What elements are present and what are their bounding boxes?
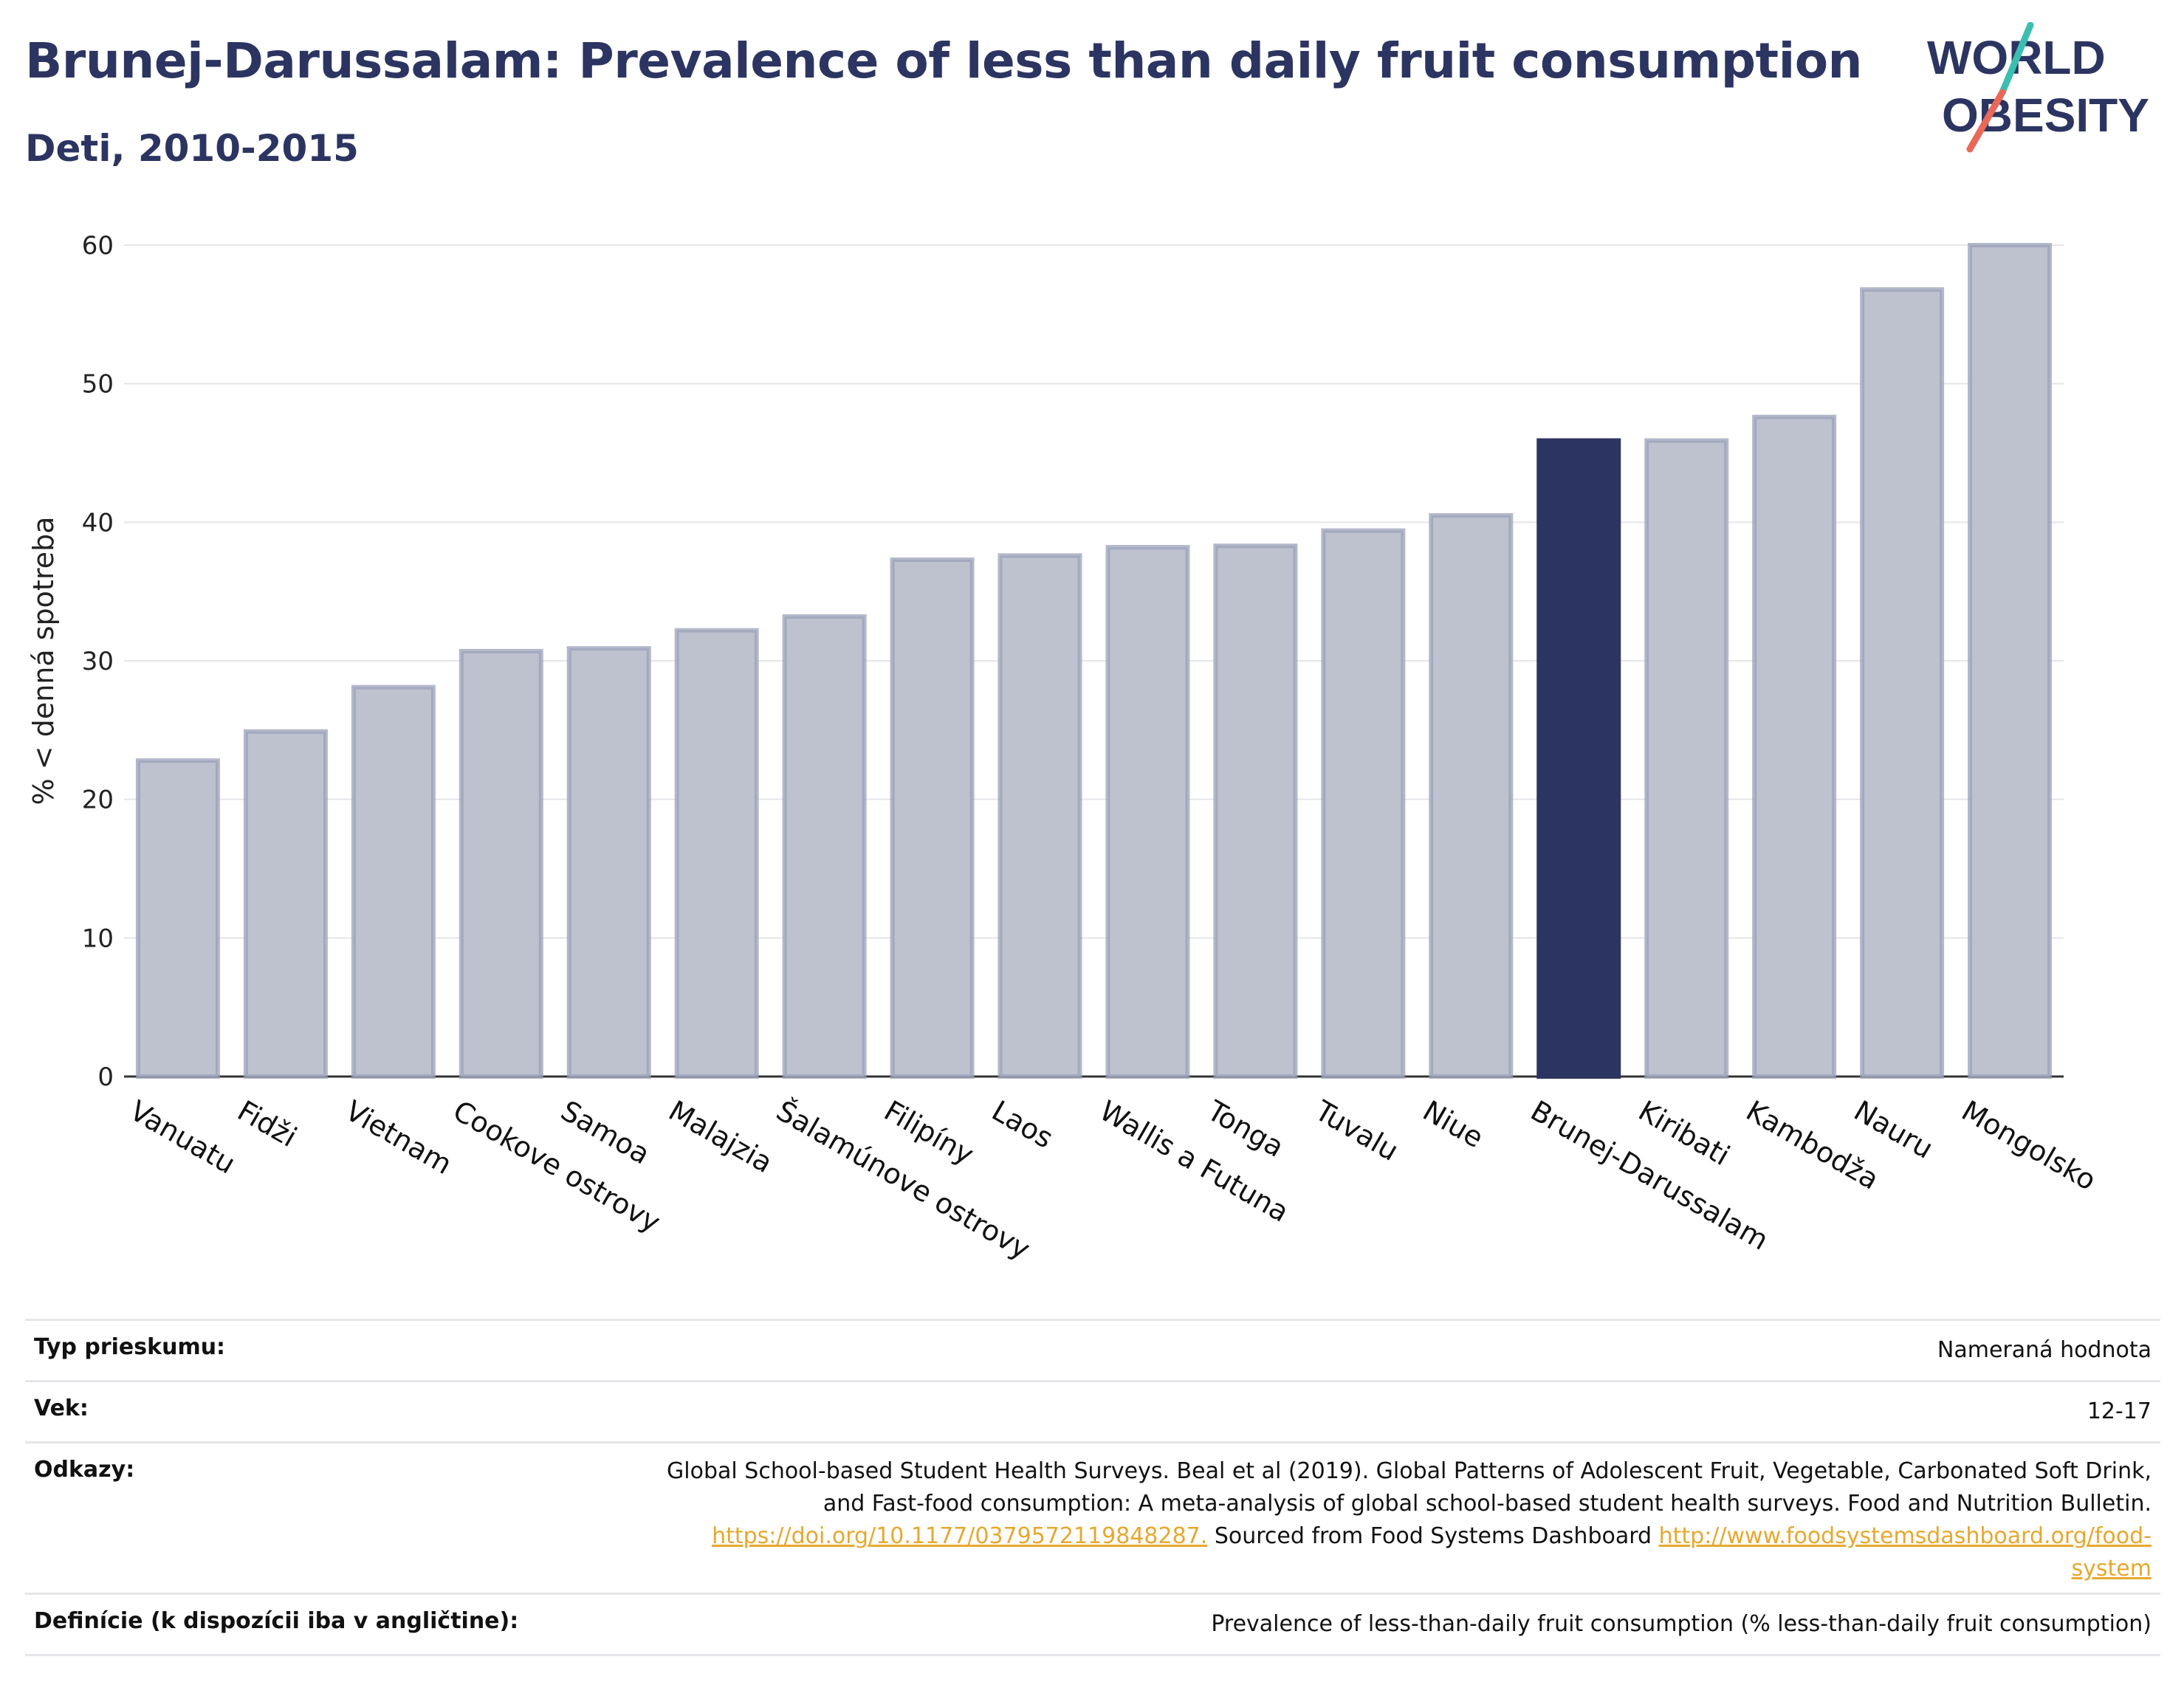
x-tick-label: Fidži bbox=[232, 1094, 302, 1153]
x-tick-label: Malajzia bbox=[663, 1094, 778, 1179]
dashboard-link-part-2[interactable]: system bbox=[2071, 1556, 2152, 1582]
world-obesity-logo: WORLD OBESITY bbox=[1927, 22, 2149, 153]
bar-šalamúnove-ostrovy[interactable] bbox=[782, 614, 867, 1079]
definition-value: Prevalence of less-than-daily fruit cons… bbox=[1211, 1611, 2152, 1637]
definition-label: Definície (k dispozícii iba v angličtine… bbox=[34, 1608, 519, 1634]
bar-laos[interactable] bbox=[997, 553, 1082, 1079]
bar-malajzia[interactable] bbox=[674, 628, 759, 1079]
bar-kambodža[interactable] bbox=[1752, 414, 1837, 1079]
bar-vietnam[interactable] bbox=[351, 684, 436, 1079]
references-text-3: Sourced from Food Systems Dashboard bbox=[1207, 1523, 1659, 1549]
y-tick-label: 0 bbox=[97, 1062, 114, 1092]
y-tick-label: 20 bbox=[82, 786, 114, 815]
bar-fidži[interactable] bbox=[243, 729, 328, 1079]
bar-tuvalu[interactable] bbox=[1321, 528, 1406, 1079]
meta-row-age: Vek: 12-17 bbox=[25, 1380, 2160, 1441]
dashboard-link-part-1[interactable]: http://www.foodsystemsdashboard.org/food… bbox=[1658, 1523, 2152, 1549]
bar-filipíny[interactable] bbox=[890, 557, 975, 1079]
age-label: Vek: bbox=[34, 1395, 89, 1421]
x-tick-label: Wallis a Futuna bbox=[1094, 1094, 1294, 1229]
bar-samoa[interactable] bbox=[566, 646, 651, 1079]
y-axis-label: % < denná spotreba bbox=[27, 517, 60, 806]
references-label: Odkazy: bbox=[34, 1457, 135, 1483]
logo-word-obesity: OBESITY bbox=[1942, 89, 2149, 142]
y-tick-label: 60 bbox=[82, 231, 114, 261]
x-tick-label: Mongolsko bbox=[1957, 1094, 2102, 1197]
logo-slash-coral bbox=[1966, 89, 2006, 153]
meta-row-references: Odkazy: Global School-based Student Heal… bbox=[25, 1441, 2160, 1593]
chart-subtitle: Deti, 2010-2015 bbox=[25, 127, 359, 170]
survey-type-value: Nameraná hodnota bbox=[1937, 1337, 2152, 1363]
doi-link[interactable]: https://doi.org/10.1177/0379572119848287… bbox=[712, 1523, 1208, 1549]
y-tick-label: 30 bbox=[82, 647, 114, 676]
y-tick-label: 40 bbox=[82, 508, 114, 538]
logo-slash-teal bbox=[1999, 22, 2034, 96]
bar-wallis-a-futuna[interactable] bbox=[1105, 545, 1190, 1079]
y-tick-label: 10 bbox=[82, 924, 114, 953]
x-tick-label: Laos bbox=[986, 1094, 1059, 1155]
x-tick-label: Tuvalu bbox=[1309, 1094, 1404, 1167]
y-tick-label: 50 bbox=[82, 370, 114, 399]
bar-cookove-ostrovy[interactable] bbox=[459, 648, 543, 1079]
references-text-1: Global School-based Student Health Surve… bbox=[667, 1458, 2152, 1484]
bar-mongolsko[interactable] bbox=[1968, 243, 2053, 1079]
meta-row-definition: Definície (k dispozícii iba v angličtine… bbox=[25, 1593, 2160, 1656]
bar-nauru[interactable] bbox=[1860, 287, 1945, 1079]
bar-vanuatu[interactable] bbox=[135, 758, 220, 1079]
references-value: Global School-based Student Health Surve… bbox=[25, 1443, 2160, 1585]
gridlines bbox=[124, 244, 2064, 1078]
y-tick-labels: 0 10 20 30 40 50 60 bbox=[82, 231, 114, 1092]
survey-type-label: Typ prieskumu: bbox=[34, 1334, 226, 1360]
bar-niue[interactable] bbox=[1429, 512, 1514, 1079]
x-tick-label: Vietnam bbox=[340, 1094, 457, 1181]
meta-row-survey-type: Typ prieskumu: Nameraná hodnota bbox=[25, 1319, 2160, 1380]
chart-title: Brunej-Darussalam: Prevalence of less th… bbox=[25, 32, 1863, 89]
bar-tonga[interactable] bbox=[1213, 543, 1298, 1079]
metadata-table: Typ prieskumu: Nameraná hodnota Vek: 12-… bbox=[25, 1319, 2160, 1656]
bars bbox=[135, 243, 2053, 1079]
age-value: 12-17 bbox=[2087, 1398, 2152, 1424]
x-tick-label: Vanuatu bbox=[124, 1094, 241, 1180]
x-tick-label: Tonga bbox=[1201, 1094, 1289, 1163]
x-tick-label: Niue bbox=[1418, 1094, 1489, 1154]
references-text-2: and Fast-food consumption: A meta-analys… bbox=[823, 1491, 2152, 1517]
bar-brunej-darussalam[interactable] bbox=[1536, 438, 1621, 1079]
bar-kiribati[interactable] bbox=[1644, 438, 1729, 1079]
